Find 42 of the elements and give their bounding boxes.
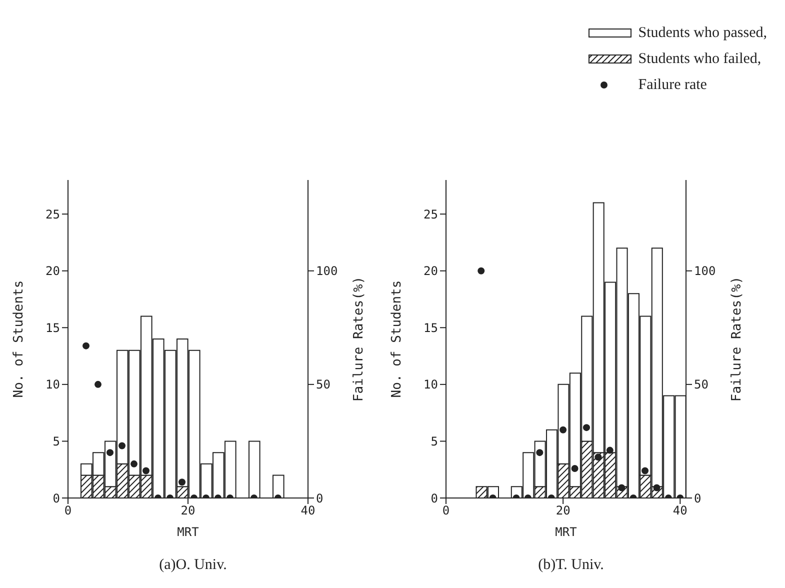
point (130, 460, 138, 468)
y-tick-label: 0 (430, 491, 438, 506)
y-axis-title: No. of Students (12, 280, 27, 398)
y-tick-label: 5 (430, 434, 438, 448)
y-tick-label: 20 (46, 264, 60, 278)
x-tick-label: 20 (180, 504, 196, 518)
y-tick-label: 15 (424, 320, 438, 335)
x-tick-label: 20 (556, 504, 570, 518)
x-axis-title: MRT (177, 525, 199, 539)
legend-label: Students who failed, (638, 50, 762, 68)
x-tick-label: 0 (64, 504, 72, 518)
legend-label: Students who passed, (638, 24, 767, 42)
legend-label: Failure rate (638, 76, 707, 94)
y-tick-label: 5 (52, 434, 60, 448)
y2-tick-label: 0 (316, 491, 324, 506)
y-tick-label: 15 (46, 320, 60, 335)
y2-tick-label: 50 (316, 378, 330, 392)
x-axis-title: MRT (555, 525, 577, 539)
point (178, 478, 186, 486)
y-tick-label: 25 (424, 207, 438, 222)
y2-axis-title: Failure Rates(%) (730, 276, 745, 402)
y2-tick-label: 0 (694, 491, 702, 506)
text: (b)T. Univ. (537, 557, 605, 574)
y2-axis-title: Failure Rates(%) (352, 276, 367, 402)
point (82, 342, 90, 350)
y-tick-label: 10 (46, 378, 60, 392)
point (118, 442, 126, 450)
x-tick-label: 40 (300, 504, 316, 518)
x-tick-label: 0 (442, 504, 450, 518)
y2-tick-label: 100 (694, 264, 716, 278)
y-tick-label: 0 (52, 491, 60, 506)
y-axis-title: No. of Students (390, 280, 405, 398)
y2-tick-label: 100 (316, 264, 338, 278)
y-tick-label: 20 (424, 264, 438, 278)
point (106, 449, 114, 456)
y-tick-label: 10 (424, 378, 438, 392)
x-tick-label: 40 (672, 504, 688, 518)
y-tick-label: 25 (46, 207, 60, 222)
y2-tick-label: 50 (694, 378, 708, 392)
text: (a)O. Univ. (158, 557, 228, 574)
point (142, 467, 150, 474)
point (94, 380, 102, 388)
